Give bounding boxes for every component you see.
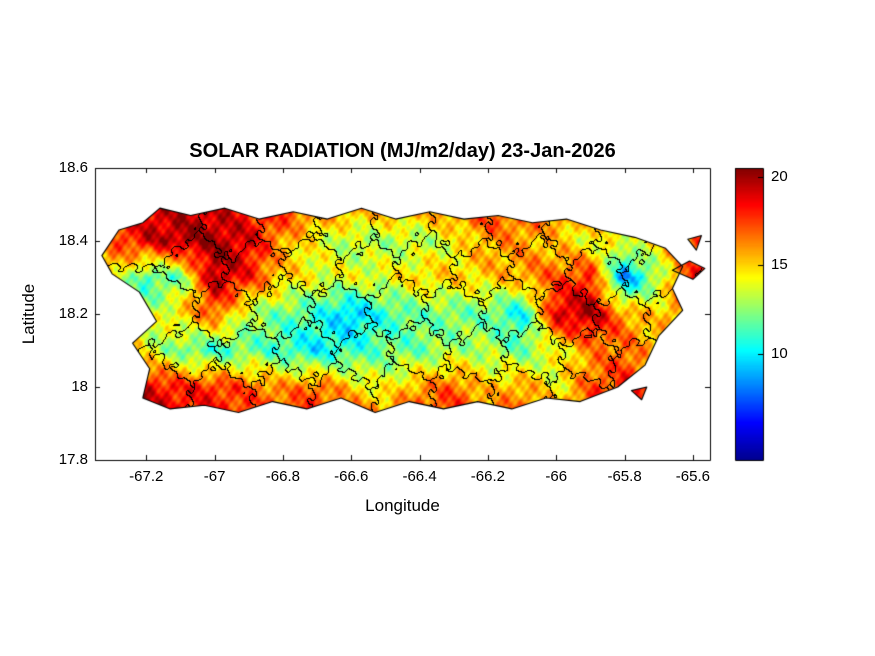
x-tick-label: -66.6 <box>334 468 369 485</box>
y-tick-label: 18.2 <box>58 305 88 322</box>
y-tick-label: 18.6 <box>58 159 88 176</box>
plot-title: SOLAR RADIATION (MJ/m2/day) 23-Jan-2026 <box>189 140 616 162</box>
y-tick-label: 18 <box>71 378 88 395</box>
colorbar-tick-label: 20 <box>771 167 788 185</box>
x-tick-label: -65.8 <box>607 468 642 485</box>
colorbar-tick-label: 10 <box>771 344 788 362</box>
y-tick-label: 18.4 <box>58 232 88 249</box>
x-tick-label: -65.6 <box>675 468 710 485</box>
x-tick-label: -66.8 <box>265 468 300 485</box>
y-tick-label: 17.8 <box>58 451 88 468</box>
x-tick-label: -67.2 <box>129 468 164 485</box>
x-tick-label: -66 <box>545 468 568 485</box>
x-tick-label: -66.4 <box>402 468 437 485</box>
x-tick-label: -67 <box>203 468 226 485</box>
x-tick-label: -66.2 <box>470 468 505 485</box>
x-axis-label: Longitude <box>365 496 440 515</box>
colorbar-tick-label: 15 <box>771 256 788 274</box>
